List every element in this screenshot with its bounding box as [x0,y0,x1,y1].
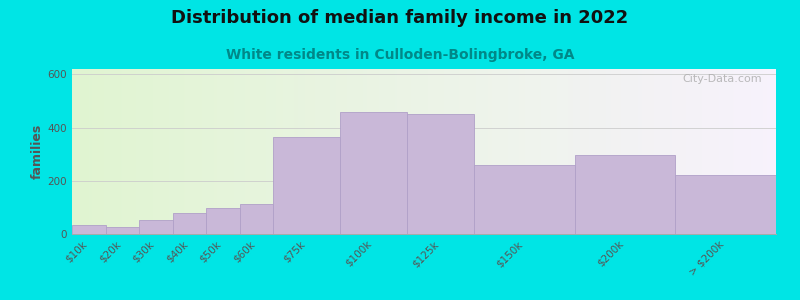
Bar [72,225,106,234]
Bar [206,208,240,234]
Bar [474,165,575,234]
Bar [240,204,273,234]
Text: White residents in Culloden-Bolingbroke, GA: White residents in Culloden-Bolingbroke,… [226,48,574,62]
Bar [575,155,675,234]
Bar [340,112,407,234]
Bar [139,220,173,234]
Bar [173,213,206,234]
Bar [675,176,776,234]
Text: Distribution of median family income in 2022: Distribution of median family income in … [171,9,629,27]
Bar [106,226,139,234]
Bar [273,137,340,234]
Text: City-Data.com: City-Data.com [682,74,762,84]
Bar [407,114,474,234]
Y-axis label: families: families [30,124,43,179]
